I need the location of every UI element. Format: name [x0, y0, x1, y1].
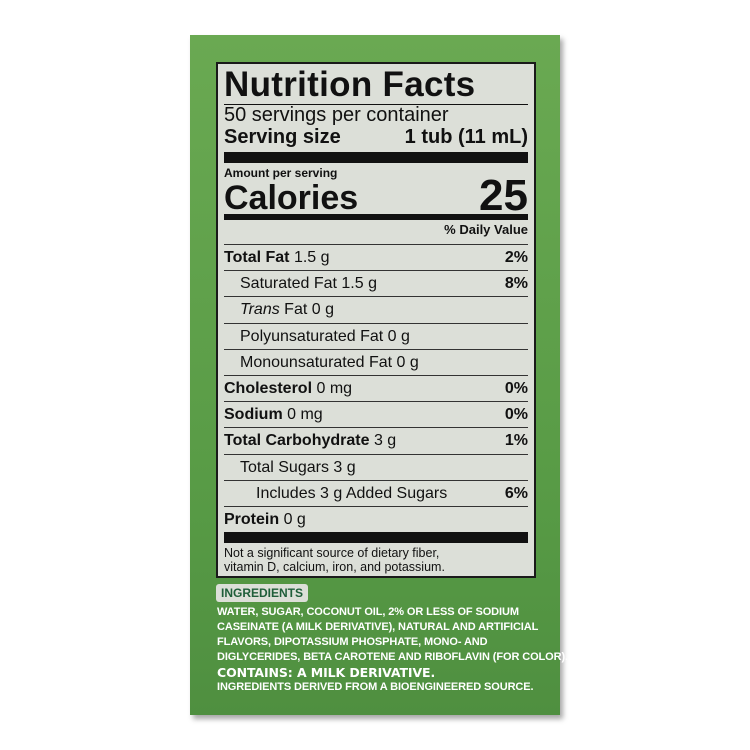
thick-divider: [224, 532, 528, 543]
ingredients-line: CASEINATE (A MILK DERIVATIVE), NATURAL A…: [217, 621, 539, 633]
nutrient-name: Total Sugars 3 g: [240, 458, 356, 476]
nutrient-row: Cholesterol 0 mg 0%: [224, 375, 528, 402]
nutrient-row: Total Carbohydrate 3 g 1%: [224, 427, 528, 454]
nutrient-name: Includes 3 g Added Sugars: [256, 484, 448, 502]
nutrition-facts-label: Nutrition Facts 50 servings per containe…: [216, 62, 536, 578]
serving-size-label: Serving size: [224, 126, 341, 148]
serving-size: Serving size 1 tub (11 mL): [224, 126, 528, 149]
nutrient-row: Polyunsaturated Fat 0 g: [224, 322, 528, 350]
divider: [224, 104, 528, 105]
footnote-line: vitamin D, calcium, iron, and potassium.: [224, 560, 445, 574]
nutrient-row: Total Fat 1.5 g 2%: [224, 244, 528, 271]
medium-divider: [224, 214, 528, 220]
nutrient-name: Protein 0 g: [224, 511, 306, 528]
footnote: Not a significant source of dietary fibe…: [224, 546, 528, 574]
nutrient-row: Trans Fat 0 g: [224, 296, 528, 323]
nutrient-name: Monounsaturated Fat 0 g: [240, 353, 419, 371]
serving-size-value: 1 tub (11 mL): [404, 126, 528, 148]
ingredients-line: WATER, SUGAR, COCONUT OIL, 2% OR LESS OF…: [217, 606, 519, 618]
nutrient-row: Includes 3 g Added Sugars 6%: [224, 479, 528, 507]
thick-divider: [224, 152, 528, 163]
nutrient-name: Total Carbohydrate 3 g: [224, 432, 397, 450]
nutrient-row: Sodium 0 mg 0%: [224, 401, 528, 428]
nutrient-name: Total Fat 1.5 g: [224, 249, 330, 266]
nutrient-row: Saturated Fat 1.5 g 8%: [224, 270, 528, 297]
calories-label: Calories: [224, 179, 359, 217]
allergen-statement: CONTAINS: A MILK DERIVATIVE.: [217, 665, 436, 680]
amount-per-serving: Amount per serving: [224, 166, 338, 180]
daily-value-percent: 0%: [504, 406, 528, 424]
ingredients-line: DIGLYCERIDES, BETA CAROTENE AND RIBOFLAV…: [217, 651, 568, 663]
daily-value-percent: 8%: [504, 275, 528, 293]
label-title: Nutrition Facts: [224, 65, 476, 104]
daily-value-header: % Daily Value: [444, 222, 528, 237]
daily-value-percent: 6%: [504, 484, 528, 502]
nutrient-row: Monounsaturated Fat 0 g: [224, 348, 528, 376]
nutrient-name: Trans Fat 0 g: [240, 301, 334, 319]
bioengineered-statement: INGREDIENTS DERIVED FROM A BIOENGINEERED…: [217, 681, 534, 693]
nutrient-name: Cholesterol 0 mg: [224, 380, 353, 397]
ingredients-heading: INGREDIENTS: [216, 584, 309, 602]
servings-per-container: 50 servings per container: [224, 104, 449, 126]
nutrient-name: Saturated Fat 1.5 g: [240, 275, 377, 293]
nutrient-name: Polyunsaturated Fat 0 g: [240, 327, 410, 345]
ingredients-text: WATER, SUGAR, COCONUT OIL, 2% OR LESS OF…: [217, 605, 568, 695]
calories-row: Calories 25: [224, 174, 528, 218]
daily-value-percent: 2%: [504, 249, 528, 266]
ingredients-line: FLAVORS, DIPOTASSIUM PHOSPHATE, MONO- AN…: [217, 636, 488, 648]
nutrient-row: Total Sugars 3 g: [224, 453, 528, 481]
nutrient-name: Sodium 0 mg: [224, 406, 323, 424]
footnote-line: Not a significant source of dietary fibe…: [224, 546, 440, 560]
nutrient-row: Protein 0 g: [224, 506, 528, 533]
calories-value: 25: [479, 171, 528, 220]
daily-value-percent: 1%: [504, 432, 528, 450]
daily-value-percent: 0%: [504, 380, 528, 397]
